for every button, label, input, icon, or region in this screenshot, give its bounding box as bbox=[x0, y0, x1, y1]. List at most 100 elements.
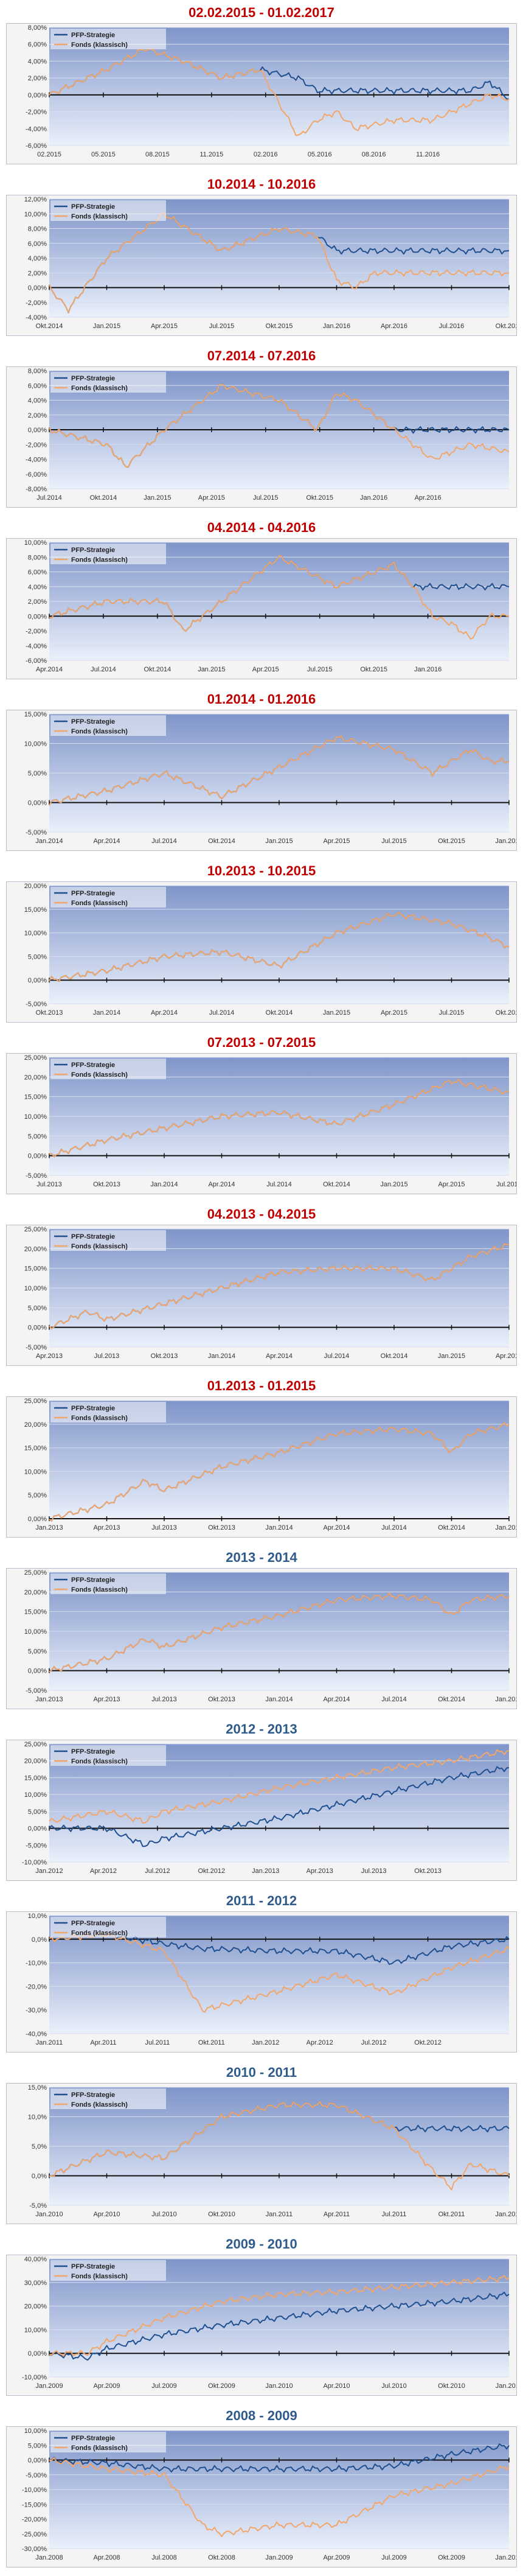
x-tick-label: Jul.2014 bbox=[381, 1696, 407, 1703]
legend-label-strategy: PFP-Strategie bbox=[71, 32, 115, 39]
legend-label-strategy: PFP-Strategie bbox=[71, 2091, 115, 2099]
legend-box bbox=[50, 887, 166, 908]
y-tick-label: -5,00% bbox=[26, 1842, 47, 1849]
chart-title: 02.02.2015 - 01.02.2017 bbox=[189, 5, 334, 20]
x-tick-label: Jan.2012 bbox=[252, 2039, 279, 2046]
x-tick-label: Apr.2011 bbox=[324, 2211, 350, 2218]
chart-frame: 20,00% 15,00% 10,00% 5,00% 0,00% -5,00% Okt.20… bbox=[6, 881, 522, 1023]
x-tick-label: Jul.2011 bbox=[145, 2039, 170, 2046]
x-tick-label: Okt.2011 bbox=[198, 2039, 225, 2046]
x-tick-label: Okt.2015 bbox=[496, 1009, 516, 1017]
x-tick-label: Jan.2014 bbox=[35, 838, 63, 845]
x-tick-label: Jul.2010 bbox=[151, 2211, 177, 2218]
x-tick-label: Apr.2011 bbox=[90, 2039, 116, 2046]
y-tick-label: -10,00% bbox=[22, 2374, 47, 2381]
y-tick-label: -4,00% bbox=[26, 314, 47, 321]
x-tick-label: 02.2015 bbox=[37, 151, 61, 158]
y-tick-label: -40,0% bbox=[26, 2031, 47, 2038]
y-tick-label: 5,00% bbox=[28, 1648, 47, 1655]
y-tick-label: 2,00% bbox=[28, 598, 47, 606]
x-tick-label: Jan.2015 bbox=[438, 1353, 465, 1360]
x-tick-label: Jan.2015 bbox=[323, 1009, 350, 1017]
x-tick-label: Jul.2014 bbox=[36, 494, 62, 502]
y-tick-label: 15,0% bbox=[28, 2084, 47, 2091]
x-tick-label: Apr.2016 bbox=[381, 323, 407, 330]
legend-label-strategy: PFP-Strategie bbox=[71, 375, 115, 382]
y-tick-label: 10,00% bbox=[24, 2427, 47, 2435]
y-tick-label: 0,00% bbox=[28, 977, 47, 984]
y-tick-label: -10,00% bbox=[22, 2487, 47, 2494]
x-tick-label: 08.2016 bbox=[362, 151, 386, 158]
series-line-fund bbox=[49, 212, 510, 313]
x-tick-label: 05.2015 bbox=[91, 151, 116, 158]
legend: PFP-Strategie Fonds (klassisch) bbox=[50, 887, 166, 908]
x-tick-label: Okt.2013 bbox=[208, 1696, 235, 1703]
chart-panel: 04.2013 - 04.2015 25,00% 20,00% 15,00% 10,00… bbox=[0, 1202, 523, 1373]
y-tick-label: 20,00% bbox=[24, 1758, 47, 1765]
x-tick-label: Apr.2013 bbox=[36, 1353, 63, 1360]
x-tick-label: Okt.2014 bbox=[438, 1524, 465, 1531]
legend-label-fund: Fonds (klassisch) bbox=[71, 1930, 128, 1937]
line-chart: 8,00% 6,00% 4,00% 2,00% 0,00% -2,00% -4,00% -6,… bbox=[26, 368, 510, 502]
x-tick-label: Jan.2014 bbox=[265, 1524, 293, 1531]
x-tick-label: Jul.2013 bbox=[151, 1696, 177, 1703]
chart-frame: 40,00% 30,00% 20,00% 10,00% 0,00% -10,00% Jan.… bbox=[6, 2255, 522, 2396]
legend: PFP-Strategie Fonds (klassisch) bbox=[50, 2260, 166, 2281]
x-tick-label: Okt.2014 bbox=[208, 838, 235, 845]
y-tick-label: -5,00% bbox=[26, 1001, 47, 1008]
x-tick-label: Jan.2009 bbox=[35, 2382, 63, 2390]
y-tick-label: -20,0% bbox=[26, 1983, 47, 1990]
legend-box bbox=[50, 544, 166, 564]
legend-box bbox=[50, 1917, 166, 1937]
legend: PFP-Strategie Fonds (klassisch) bbox=[50, 2432, 166, 2452]
x-tick-label: Jan.2015 bbox=[380, 1181, 407, 1188]
x-tick-label: Apr.2014 bbox=[266, 1353, 293, 1360]
chart-panel: 2009 - 2010 40,00% 30,00% 20,00% 10,00% 0,00%… bbox=[0, 2231, 523, 2403]
legend-label-fund: Fonds (klassisch) bbox=[71, 1758, 128, 1765]
y-tick-label: 10,00% bbox=[24, 1285, 47, 1292]
chart-frame: 10,0% 0,0% -10,0% -20,0% -30,0% -40,0% Jan.201… bbox=[6, 1911, 517, 2053]
y-tick-label: 6,00% bbox=[28, 240, 47, 248]
x-tick-label: Jul.2014 bbox=[324, 1353, 350, 1360]
y-tick-label: 5,0% bbox=[32, 2143, 47, 2151]
x-tick-label: Apr.2014 bbox=[151, 1009, 178, 1017]
legend-label-strategy: PFP-Strategie bbox=[71, 1748, 115, 1755]
legend-label-strategy: PFP-Strategie bbox=[71, 2435, 115, 2442]
x-tick-label: 11.2015 bbox=[199, 151, 223, 158]
chart-panel: 10.2013 - 10.2015 20,00% 15,00% 10,00% 5,00%… bbox=[0, 858, 523, 1030]
x-tick-label: Jan.2011 bbox=[496, 2382, 516, 2390]
line-chart: 8,00% 6,00% 4,00% 2,00% 0,00% -2,00% -4,00% -6,… bbox=[26, 24, 510, 158]
x-tick-label: Apr.2016 bbox=[415, 494, 442, 502]
y-tick-label: 10,00% bbox=[24, 1468, 47, 1475]
y-tick-label: 0,0% bbox=[32, 1936, 47, 1944]
legend-label-strategy: PFP-Strategie bbox=[71, 547, 115, 554]
y-tick-label: 15,00% bbox=[24, 711, 47, 718]
x-tick-label: Jul.2011 bbox=[382, 2211, 407, 2218]
x-tick-label: Jan.2013 bbox=[35, 1524, 63, 1531]
chart-title: 01.2013 - 01.2015 bbox=[207, 1378, 316, 1393]
line-chart: 15,00% 10,00% 5,00% 0,00% -5,00% Jan.2014 Apr.… bbox=[24, 711, 523, 845]
x-tick-label: Jan.2013 bbox=[252, 1867, 279, 1875]
legend-box bbox=[50, 1059, 166, 1079]
y-tick-label: 4,00% bbox=[28, 255, 47, 262]
x-tick-label: Jan.2009 bbox=[265, 2554, 293, 2561]
legend: PFP-Strategie Fonds (klassisch) bbox=[50, 29, 166, 49]
y-tick-label: 20,00% bbox=[24, 1589, 47, 1596]
x-tick-label: Apr.2010 bbox=[323, 2382, 350, 2390]
y-tick-label: 25,00% bbox=[24, 1741, 47, 1748]
legend-label-strategy: PFP-Strategie bbox=[71, 890, 115, 897]
series-line-fund bbox=[49, 735, 510, 806]
x-tick-label: Jul.2010 bbox=[381, 2382, 407, 2390]
y-tick-label: -20,00% bbox=[22, 2516, 47, 2524]
legend-box bbox=[50, 2088, 166, 2109]
series-line-fund bbox=[49, 912, 510, 982]
x-tick-label: Okt.2015 bbox=[266, 323, 293, 330]
y-tick-label: -15,00% bbox=[22, 2501, 47, 2508]
legend-box bbox=[50, 372, 166, 393]
x-tick-label: Apr.2015 bbox=[323, 838, 350, 845]
x-tick-label: Jul.2015 bbox=[381, 838, 407, 845]
legend: PFP-Strategie Fonds (klassisch) bbox=[50, 372, 166, 393]
x-tick-label: Jul.2015 bbox=[253, 494, 279, 502]
line-chart: 10,00% 5,00% 0,00% -5,00% -10,00% -15,00% -20,… bbox=[22, 2427, 523, 2561]
series-line-fund bbox=[49, 1932, 510, 2013]
